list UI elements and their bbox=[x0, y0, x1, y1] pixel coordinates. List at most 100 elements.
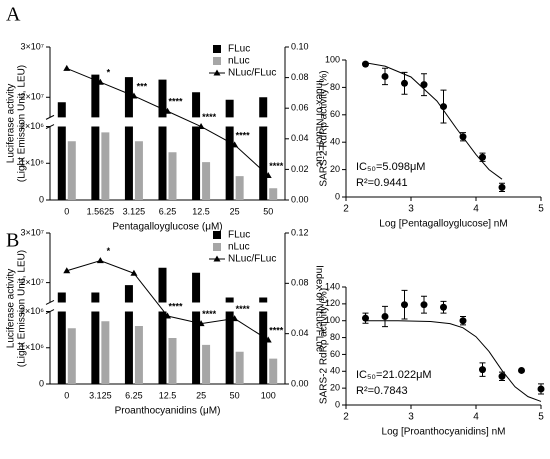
data-point bbox=[518, 366, 525, 374]
data-point bbox=[420, 81, 428, 89]
x-tick-label: 1.5625 bbox=[87, 206, 115, 216]
ratio-marker bbox=[96, 257, 104, 264]
data-point bbox=[401, 79, 408, 87]
annotation: IC₅₀=5.098μM bbox=[356, 161, 425, 173]
bar bbox=[168, 152, 177, 200]
y2-tick-label: 0.00 bbox=[291, 378, 309, 388]
annotation: IC₅₀=21.022μM bbox=[356, 369, 432, 381]
axis-break bbox=[45, 300, 55, 305]
y2-tick-label: 0.12 bbox=[291, 227, 309, 237]
data-point bbox=[498, 372, 506, 380]
y2-tick-label: 0.04 bbox=[291, 133, 309, 143]
x-tick-label: 3.125 bbox=[123, 206, 146, 216]
significance: **** bbox=[269, 161, 284, 171]
bar bbox=[101, 321, 110, 384]
panel-label: B bbox=[6, 230, 19, 252]
legend-swatch bbox=[213, 255, 221, 262]
x-tick-label: 25 bbox=[196, 390, 206, 400]
legend-label: NLuc/FLuc bbox=[228, 254, 276, 265]
x-tick-label: 4 bbox=[473, 204, 479, 215]
x-tick-label: 3 bbox=[408, 412, 414, 423]
y-tick-label: 100 bbox=[325, 315, 340, 325]
data-point bbox=[537, 385, 545, 393]
x-tick-label: 50 bbox=[263, 206, 273, 216]
y-axis-label: (Light Emission Unit, LEU) bbox=[17, 250, 28, 367]
y-tick-label: 100 bbox=[325, 54, 340, 64]
data-point bbox=[381, 72, 389, 80]
data-point bbox=[479, 153, 486, 161]
bar bbox=[235, 351, 244, 384]
y-tick-label: 3×10⁷ bbox=[20, 227, 44, 237]
bar bbox=[134, 326, 143, 384]
x-tick-label: 5 bbox=[538, 204, 544, 215]
legend-label: FLuc bbox=[228, 44, 250, 55]
y-tick-label: 40 bbox=[330, 137, 340, 147]
x-tick-label: 2 bbox=[343, 412, 349, 423]
y-tick-label: 140 bbox=[325, 281, 340, 291]
fit-curve bbox=[365, 62, 503, 180]
y-axis-label: Luciferase activity bbox=[6, 84, 17, 163]
x-tick-label: 2 bbox=[343, 204, 349, 215]
bar bbox=[134, 141, 143, 200]
bar bbox=[259, 97, 268, 200]
x-tick-label: 12.5 bbox=[192, 206, 210, 216]
legend-label: nLuc bbox=[228, 56, 250, 67]
bar bbox=[235, 176, 244, 200]
y2-tick-label: 0.10 bbox=[291, 41, 309, 51]
fit-curve bbox=[365, 320, 542, 402]
x-tick-label: 50 bbox=[230, 390, 240, 400]
y-tick-label: 2×10⁷ bbox=[20, 277, 44, 287]
significance: **** bbox=[202, 309, 217, 319]
significance: **** bbox=[236, 130, 251, 140]
ratio-marker bbox=[264, 336, 272, 343]
y-tick-label: 80 bbox=[330, 332, 340, 342]
bar bbox=[202, 162, 211, 200]
y-tick-label: 3×10⁷ bbox=[20, 41, 44, 51]
bar bbox=[57, 292, 66, 384]
ratio-marker bbox=[164, 107, 171, 114]
y-tick-label: 20 bbox=[330, 383, 340, 393]
legend-swatch bbox=[213, 45, 221, 53]
data-point bbox=[498, 183, 506, 191]
legend-label: nLuc bbox=[228, 242, 250, 253]
x-tick-label: 6.25 bbox=[125, 390, 143, 400]
y-tick-label: 80 bbox=[330, 82, 340, 92]
data-point bbox=[459, 133, 467, 141]
y-tick-label: 120 bbox=[325, 298, 340, 308]
y-tick-label: 1×10⁶ bbox=[20, 342, 44, 352]
bar bbox=[91, 74, 100, 200]
significance: **** bbox=[168, 301, 183, 311]
y2-tick-label: 0.04 bbox=[291, 328, 309, 338]
y-axis-label: SARS-2 RdRp activity (%) bbox=[319, 288, 330, 404]
y-tick-label: 0 bbox=[39, 194, 44, 204]
data-point bbox=[381, 313, 389, 320]
significance: **** bbox=[168, 97, 183, 107]
data-point bbox=[440, 303, 447, 311]
y2-tick-label: 0.08 bbox=[291, 278, 309, 288]
significance: **** bbox=[202, 112, 217, 122]
y2-tick-label: 0.02 bbox=[291, 164, 309, 174]
data-point bbox=[362, 60, 369, 68]
data-point bbox=[401, 301, 408, 309]
y2-tick-label: 0.06 bbox=[291, 103, 309, 113]
ratio-marker bbox=[130, 92, 138, 99]
x-axis-label: Log [Proanthocyanidins] nM bbox=[382, 427, 506, 438]
legend-swatch bbox=[213, 243, 221, 251]
y-tick-label: 2×10⁷ bbox=[20, 92, 44, 102]
x-tick-label: 0 bbox=[64, 206, 69, 216]
y-tick-label: 2×10⁶ bbox=[20, 306, 44, 316]
x-axis-label: Log [Pentagalloyglucose] nM bbox=[379, 219, 507, 230]
bar bbox=[168, 337, 177, 384]
bar bbox=[225, 99, 234, 200]
data-point bbox=[420, 301, 428, 309]
ratio-marker bbox=[63, 267, 71, 274]
ratio-marker bbox=[197, 320, 205, 327]
y-tick-label: 0 bbox=[335, 399, 340, 409]
ratio-marker bbox=[63, 64, 71, 71]
y-tick-label: 60 bbox=[330, 349, 340, 359]
ratio-marker bbox=[264, 172, 272, 179]
ratio-marker bbox=[231, 141, 239, 148]
bar bbox=[158, 267, 167, 384]
x-tick-label: 3.125 bbox=[89, 390, 112, 400]
